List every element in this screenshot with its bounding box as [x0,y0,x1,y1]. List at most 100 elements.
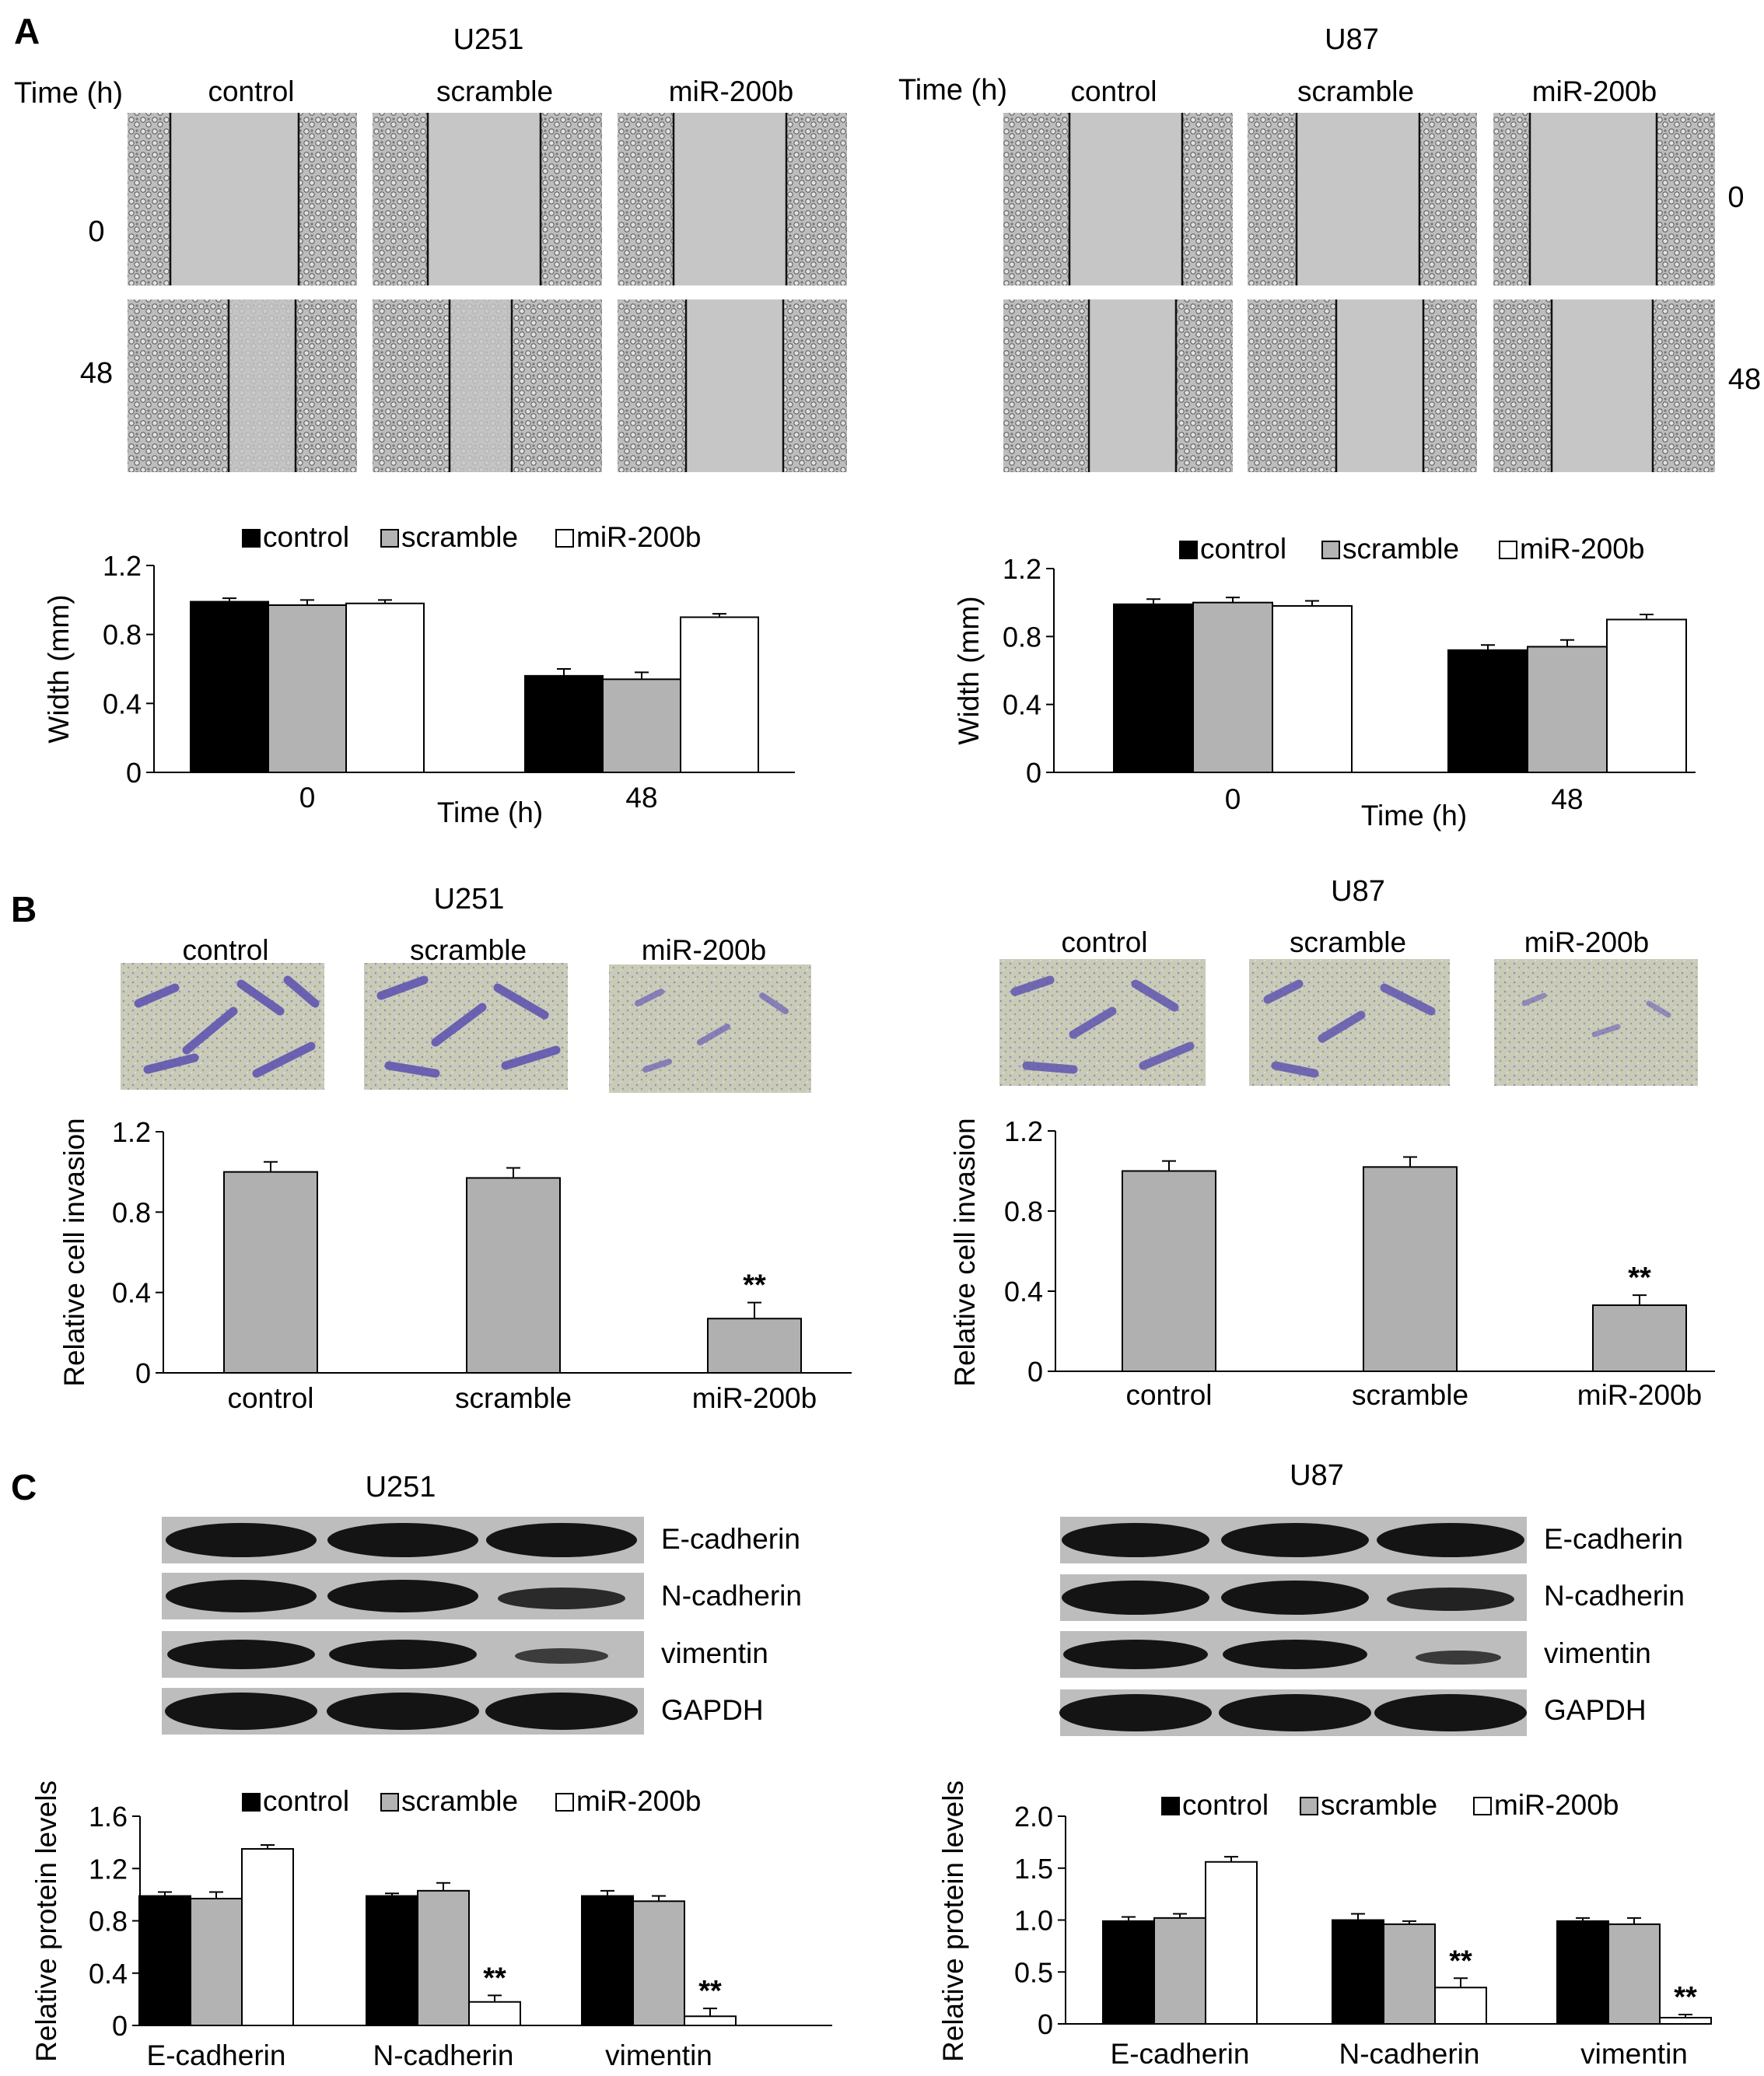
a-u87-legend-label: scramble [1342,533,1459,565]
micrograph-b-u87-control [999,959,1206,1086]
c-u87-legend-swatch [1300,1797,1318,1815]
c-u87-bar-0-1 [1153,1917,1206,2025]
a-u87-col-scramble: scramble [1297,75,1414,107]
a-u87-col-control: control [1070,75,1157,107]
micrograph-u87-mir200b-0h [1493,113,1715,285]
a-u251-legend-label: miR-200b [576,521,701,553]
c-u87-bar-0-0 [1102,1920,1155,2025]
c-u87-xtick-label: vimentin [1580,2038,1688,2070]
a-u87-xtick-label: 48 [1551,783,1583,815]
c-u87-xtick-label: E-cadherin [1111,2038,1250,2070]
c-u251-bar-1-0 [366,1895,418,2026]
b-u87-bar-1 [1363,1166,1458,1372]
a-u251-bar-1-2 [680,616,759,773]
a-u251-bar-0-1 [268,604,347,773]
a-u251-bar-0-0 [190,600,269,773]
a-u251-bar-1-0 [524,674,604,773]
chart-b-u87-invasion: 0 0.4 0.8 1.2 Relative cell invasion control s… [949,1115,1715,1411]
a-u87-bar-0-2 [1272,605,1353,773]
c-u87-ytick-label: 1.5 [1014,1853,1053,1885]
a-u87-bar-0-1 [1192,601,1273,774]
c-u251-western-blot [162,1517,644,1735]
chart-b-u251-invasion: 0 0.4 0.8 1.2 Relative cell invasion control s… [58,1116,852,1414]
blot-u87-n-cadherin [1060,1574,1527,1621]
c-u251-ytick-label: 0 [112,2010,128,2042]
c-u251-label-n-cadherin: N-cadherin [661,1580,802,1612]
c-u87-xtick-label: N-cadherin [1339,2038,1480,2070]
panel-label-c: C [11,1467,37,1507]
b-u251-col-mir200b: miR-200b [642,934,766,966]
c-u87-label-vimentin: vimentin [1544,1637,1651,1669]
b-u251-col-control: control [182,934,268,966]
a-u251-legend-swatch [555,529,574,548]
c-u87-legend-label: miR-200b [1494,1789,1619,1821]
micrograph-u87-scramble-0h [1248,113,1477,285]
b-u251-ylabel: Relative cell invasion [58,1118,90,1387]
panel-label-a: A [14,11,40,51]
b-u251-xtick-label: control [227,1382,313,1414]
c-u87-label-n-cadherin: N-cadherin [1544,1580,1685,1612]
chart-c-u251-protein: 0 0.4 0.8 1.2 1.6 Relative protein levels E-ca… [30,1780,832,2071]
c-u251-xtick-label: vimentin [605,2039,712,2071]
c-u251-legend-swatch [555,1793,574,1812]
c-u87-bar-0-2 [1205,1861,1258,2025]
b-u251-ytick-label: 0.8 [112,1196,151,1228]
c-u87-bar-1-1 [1383,1923,1436,2025]
micrograph-u87-control-0h [1003,113,1233,285]
micrograph-b-u251-scramble [364,963,568,1090]
micrograph-u251-mir200b-0h [618,113,847,285]
micrograph-b-u251-mir200b [609,964,811,1093]
b-u87-ylabel: Relative cell invasion [949,1118,981,1387]
a-u251-row-48: 48 [80,357,113,390]
c-u87-ytick-label: 2.0 [1014,1801,1053,1833]
micrograph-u87-mir200b-48h [1493,299,1715,472]
b-u251-bar-2-significance: ** [743,1269,766,1302]
a-u251-ytick-label: 0.4 [103,688,142,719]
c-u251-title: U251 [366,1471,436,1504]
b-u87-xtick-label: control [1125,1379,1212,1411]
micrograph-u251-scramble-0h [373,113,602,285]
c-u251-bar-2-1 [632,1900,685,2026]
chart-a-u251-width: 0 0.4 0.8 1.2 Width (mm) 0 48 control scramble mi… [43,521,795,828]
c-u87-label-e-cadherin: E-cadherin [1544,1523,1683,1555]
b-u87-bar-2-significance: ** [1628,1262,1651,1294]
a-u87-time-label: Time (h) [898,74,1007,107]
c-u251-ytick-label: 0.4 [89,1958,128,1990]
c-u87-bar-2-2-significance: ** [1674,1981,1697,2014]
a-u87-xtick-label: 0 [1225,783,1241,815]
c-u87-ytick-label: 0 [1038,2008,1053,2040]
c-u87-title: U87 [1290,1459,1344,1492]
c-u251-ylabel: Relative protein levels [30,1780,62,2062]
c-u87-bar-1-2 [1434,1987,1487,2025]
a-scratch-micrographs [128,113,1715,472]
a-u251-legend-label: scramble [401,521,518,553]
a-u251-bar-0-2 [345,602,425,773]
a-u251-col-scramble: scramble [436,75,553,107]
c-u251-ytick-label: 1.6 [89,1801,128,1833]
micrograph-b-u87-mir200b [1494,959,1698,1086]
a-u251-xtick-label: 48 [625,782,657,814]
micrograph-u251-mir200b-48h [618,299,847,472]
a-u251-col-mir200b: miR-200b [669,75,793,107]
blot-u87-vimentin [1060,1631,1527,1678]
blot-u87-gapdh [1059,1689,1527,1736]
a-u87-ytick-label: 0.8 [1003,621,1041,653]
c-u251-label-vimentin: vimentin [661,1637,768,1669]
blot-u251-vimentin [162,1631,644,1678]
b-u87-ytick-label: 0.4 [1004,1276,1043,1308]
b-u251-col-scramble: scramble [410,934,527,966]
c-u251-bar-1-2-significance: ** [483,1962,506,1994]
b-u87-ytick-label: 1.2 [1004,1115,1043,1147]
a-u251-xtick-label: 0 [299,782,316,814]
c-u87-bar-2-2 [1659,2016,1712,2025]
a-u87-row-48: 48 [1728,363,1761,396]
b-u87-xtick-label: scramble [1352,1379,1468,1411]
blot-u251-n-cadherin [162,1573,644,1619]
c-u251-legend-swatch [380,1793,399,1812]
b-u87-col-control: control [1061,926,1147,958]
a-u251-time-label: Time (h) [14,77,123,110]
a-u87-bar-0-0 [1113,603,1194,773]
a-u251-legend-label: control [263,521,349,553]
a-u87-legend-label: miR-200b [1520,533,1644,565]
